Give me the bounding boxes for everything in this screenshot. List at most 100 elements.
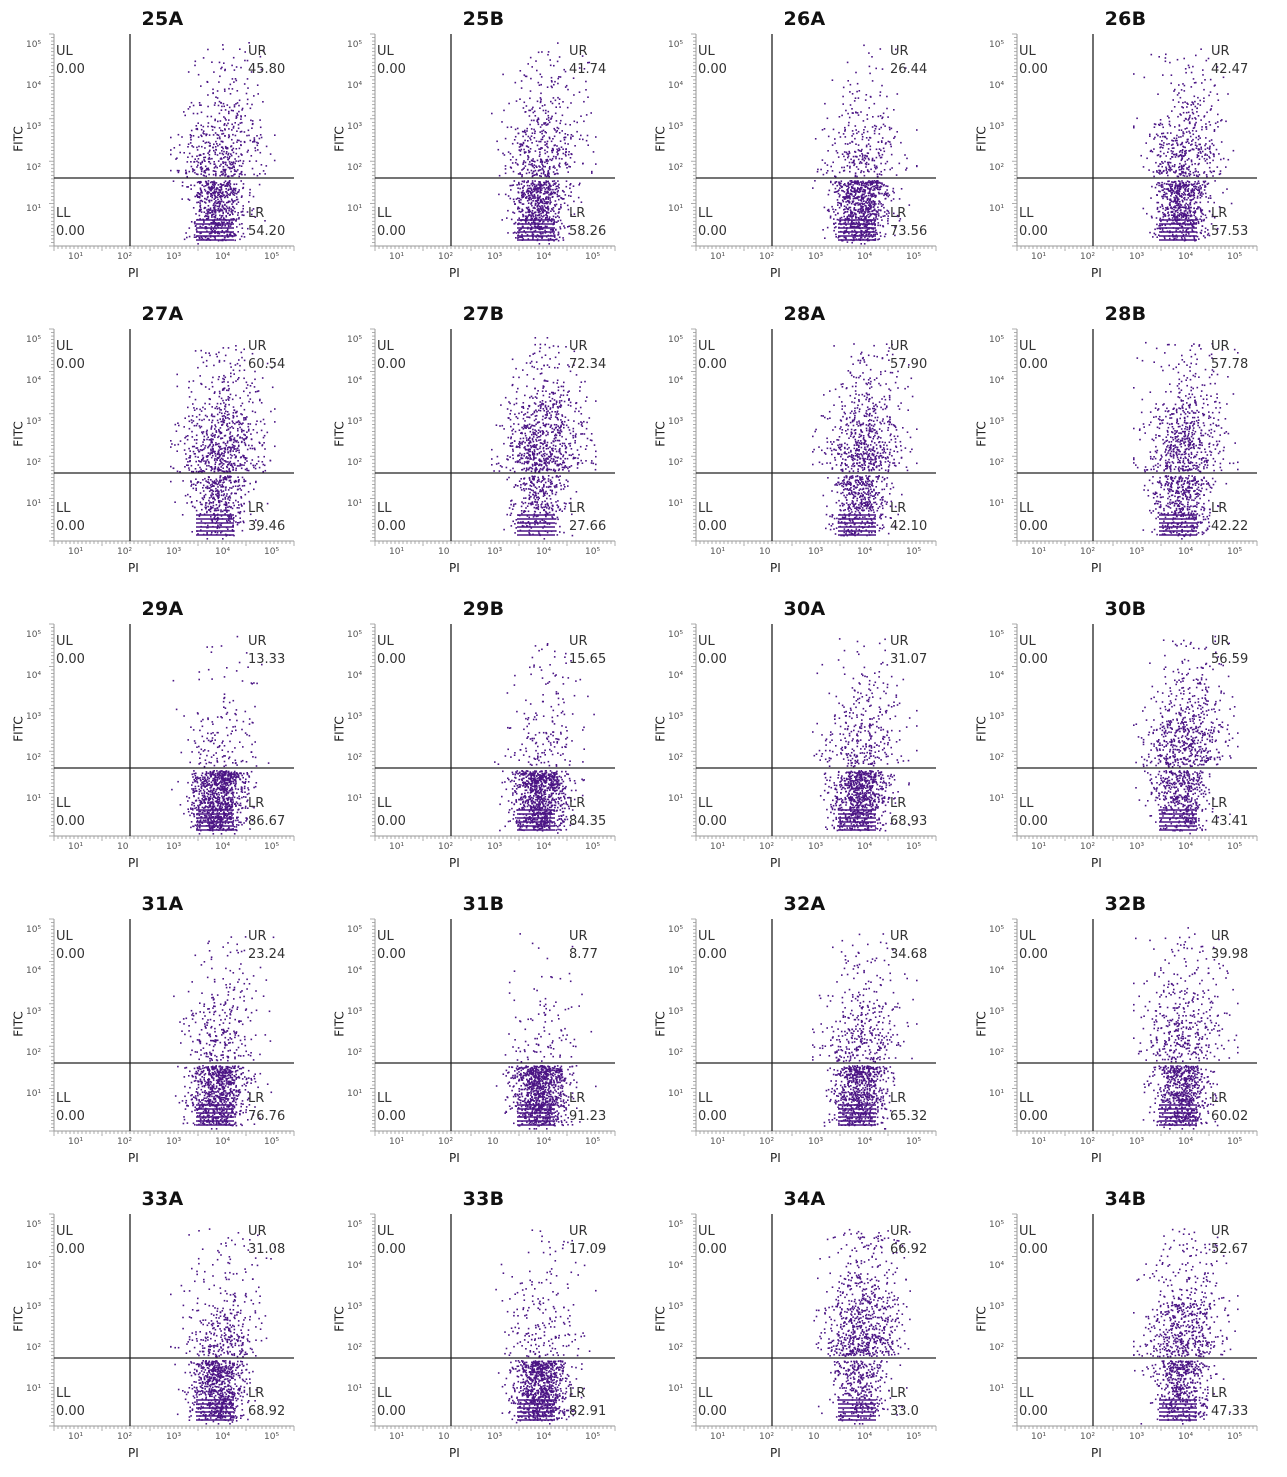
scatter-point (1175, 210, 1177, 212)
scatter-point (194, 172, 196, 174)
scatter-point (536, 173, 538, 175)
scatter-point (842, 153, 844, 155)
scatter-point (228, 189, 230, 191)
scatter-point (221, 133, 223, 135)
scatter-point (1200, 151, 1202, 153)
scatter-point (845, 211, 847, 213)
scatter-point (582, 163, 584, 165)
scatter-point (1211, 105, 1213, 107)
scatter-point (862, 191, 864, 193)
scatter-point (231, 200, 233, 202)
scatter-point (211, 226, 213, 228)
scatter-point (1182, 206, 1184, 208)
scatter-point (1210, 197, 1212, 199)
scatter-point (1193, 78, 1195, 80)
scatter-point (202, 184, 204, 186)
scatter-point (242, 214, 244, 216)
scatter-point (1164, 194, 1166, 196)
scatter-point (855, 203, 857, 205)
scatter-point (853, 133, 855, 135)
scatter-point (220, 130, 222, 132)
scatter-point (243, 233, 245, 235)
scatter-point (223, 151, 225, 153)
scatter-point (535, 218, 537, 220)
scatter-point (568, 154, 570, 156)
scatter-point (848, 215, 850, 217)
scatter-point (518, 211, 520, 213)
scatter-point (586, 114, 588, 116)
scatter-point (1154, 229, 1156, 231)
scatter-point (1146, 158, 1148, 160)
scatter-point (572, 135, 574, 137)
scatter-point (257, 93, 259, 95)
scatter-point (827, 170, 829, 172)
scatter-point (1180, 204, 1182, 206)
scatter-point (512, 156, 514, 158)
scatter-point (860, 150, 862, 152)
scatter-point (550, 65, 552, 67)
scatter-point (252, 141, 254, 143)
scatter-point (1201, 148, 1203, 150)
scatter-point (226, 185, 228, 187)
scatter-point (855, 72, 857, 74)
scatter-point (560, 204, 562, 206)
scatter-point (546, 211, 548, 213)
scatter-point (904, 154, 906, 156)
scatter-point (526, 173, 528, 175)
scatter-point (851, 211, 853, 213)
scatter-point (228, 119, 230, 121)
scatter-point (221, 109, 223, 111)
scatter-point (1208, 95, 1210, 97)
scatter-point (531, 170, 533, 172)
scatter-point (853, 156, 855, 158)
scatter-point (556, 238, 558, 240)
scatter-point (532, 165, 534, 167)
scatter-point (1185, 68, 1187, 70)
scatter-point (209, 209, 211, 211)
scatter-point (578, 197, 580, 199)
scatter-point (874, 171, 876, 173)
scatter-point (200, 167, 202, 169)
scatter-point (1206, 176, 1208, 178)
scatter-point (491, 113, 493, 115)
scatter-point (847, 62, 849, 64)
scatter-point (225, 180, 227, 182)
scatter-point (553, 165, 555, 167)
scatter-point (229, 207, 231, 209)
scatter-point (253, 196, 255, 198)
scatter-point (225, 188, 227, 190)
scatter-point (226, 209, 228, 211)
scatter-point (1167, 188, 1169, 190)
scatter-point (228, 128, 230, 130)
scatter-point (849, 201, 851, 203)
scatter-point (234, 234, 236, 236)
scatter-point (889, 141, 891, 143)
scatter-point (527, 180, 529, 182)
scatter-point (206, 182, 208, 184)
scatter-point (847, 143, 849, 145)
scatter-point (1220, 170, 1222, 172)
scatter-point (230, 93, 232, 95)
scatter-point (214, 104, 216, 106)
scatter-point (531, 108, 533, 110)
scatter-point (860, 210, 862, 212)
scatter-point (867, 169, 869, 171)
scatter-point (251, 104, 253, 106)
scatter-point (824, 237, 826, 239)
scatter-point (860, 205, 862, 207)
scatter-point (548, 173, 550, 175)
scatter-point (517, 128, 519, 130)
scatter-point (839, 172, 841, 174)
scatter-point (539, 196, 541, 198)
scatter-point (587, 96, 589, 98)
scatter-point (1195, 137, 1197, 139)
scatter-point (232, 164, 234, 166)
scatter-point (867, 118, 869, 120)
scatter-point (876, 182, 878, 184)
scatter-point (1177, 59, 1179, 61)
scatter-point (1197, 196, 1199, 198)
scatter-point (238, 156, 240, 158)
scatter-point (543, 110, 545, 112)
scatter-point (1231, 203, 1233, 205)
scatter-point (1207, 229, 1209, 231)
